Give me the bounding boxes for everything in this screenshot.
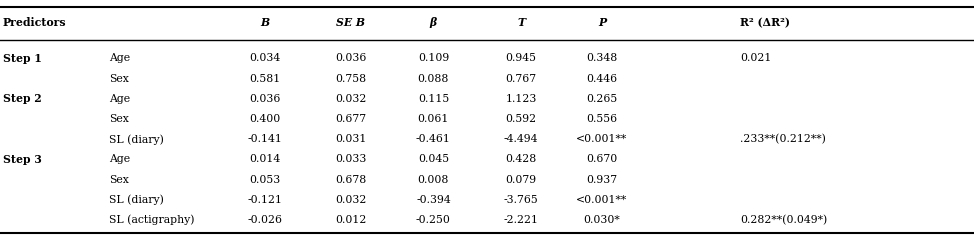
Text: -0.461: -0.461 xyxy=(416,134,451,144)
Text: 0.265: 0.265 xyxy=(586,94,618,104)
Text: SL (diary): SL (diary) xyxy=(109,195,164,205)
Text: 0.556: 0.556 xyxy=(586,114,618,124)
Text: SE B: SE B xyxy=(336,17,365,28)
Text: 0.045: 0.045 xyxy=(418,154,449,164)
Text: 0.061: 0.061 xyxy=(418,114,449,124)
Text: 0.581: 0.581 xyxy=(249,74,281,84)
Text: .233**(0.212**): .233**(0.212**) xyxy=(740,134,826,144)
Text: 0.937: 0.937 xyxy=(586,175,618,185)
Text: <0.001**: <0.001** xyxy=(577,134,627,144)
Text: β: β xyxy=(430,17,437,28)
Text: 0.032: 0.032 xyxy=(335,195,366,205)
Text: -3.765: -3.765 xyxy=(504,195,539,205)
Text: 0.079: 0.079 xyxy=(506,175,537,185)
Text: 0.282**(0.049*): 0.282**(0.049*) xyxy=(740,215,828,225)
Text: SL (diary): SL (diary) xyxy=(109,134,164,144)
Text: 0.053: 0.053 xyxy=(249,175,281,185)
Text: 0.767: 0.767 xyxy=(506,74,537,84)
Text: Age: Age xyxy=(109,53,131,63)
Text: 0.115: 0.115 xyxy=(418,94,449,104)
Text: 0.592: 0.592 xyxy=(506,114,537,124)
Text: -0.250: -0.250 xyxy=(416,215,451,225)
Text: 0.348: 0.348 xyxy=(586,53,618,63)
Text: 0.014: 0.014 xyxy=(249,154,281,164)
Text: -0.026: -0.026 xyxy=(247,215,282,225)
Text: SL (actigraphy): SL (actigraphy) xyxy=(109,215,195,225)
Text: 0.758: 0.758 xyxy=(335,74,366,84)
Text: 0.036: 0.036 xyxy=(249,94,281,104)
Text: 0.012: 0.012 xyxy=(335,215,366,225)
Text: Step 2: Step 2 xyxy=(3,93,42,104)
Text: -0.394: -0.394 xyxy=(416,195,451,205)
Text: Predictors: Predictors xyxy=(3,17,66,28)
Text: 0.428: 0.428 xyxy=(506,154,537,164)
Text: 0.036: 0.036 xyxy=(335,53,366,63)
Text: Sex: Sex xyxy=(109,114,129,124)
Text: 0.109: 0.109 xyxy=(418,53,449,63)
Text: Step 1: Step 1 xyxy=(3,53,42,64)
Text: Step 3: Step 3 xyxy=(3,154,42,165)
Text: Sex: Sex xyxy=(109,175,129,185)
Text: 0.032: 0.032 xyxy=(335,94,366,104)
Text: 0.945: 0.945 xyxy=(506,53,537,63)
Text: 1.123: 1.123 xyxy=(506,94,537,104)
Text: <0.001**: <0.001** xyxy=(577,195,627,205)
Text: P: P xyxy=(598,17,606,28)
Text: 0.670: 0.670 xyxy=(586,154,618,164)
Text: 0.678: 0.678 xyxy=(335,175,366,185)
Text: 0.677: 0.677 xyxy=(335,114,366,124)
Text: 0.034: 0.034 xyxy=(249,53,281,63)
Text: -2.221: -2.221 xyxy=(504,215,539,225)
Text: -4.494: -4.494 xyxy=(504,134,539,144)
Text: 0.021: 0.021 xyxy=(740,53,771,63)
Text: T: T xyxy=(517,17,525,28)
Text: B: B xyxy=(260,17,270,28)
Text: 0.033: 0.033 xyxy=(335,154,366,164)
Text: Age: Age xyxy=(109,94,131,104)
Text: Age: Age xyxy=(109,154,131,164)
Text: -0.141: -0.141 xyxy=(247,134,282,144)
Text: 0.030*: 0.030* xyxy=(583,215,620,225)
Text: 0.088: 0.088 xyxy=(418,74,449,84)
Text: R² (ΔR²): R² (ΔR²) xyxy=(740,17,790,28)
Text: 0.031: 0.031 xyxy=(335,134,366,144)
Text: -0.121: -0.121 xyxy=(247,195,282,205)
Text: 0.008: 0.008 xyxy=(418,175,449,185)
Text: 0.400: 0.400 xyxy=(249,114,281,124)
Text: Sex: Sex xyxy=(109,74,129,84)
Text: 0.446: 0.446 xyxy=(586,74,618,84)
